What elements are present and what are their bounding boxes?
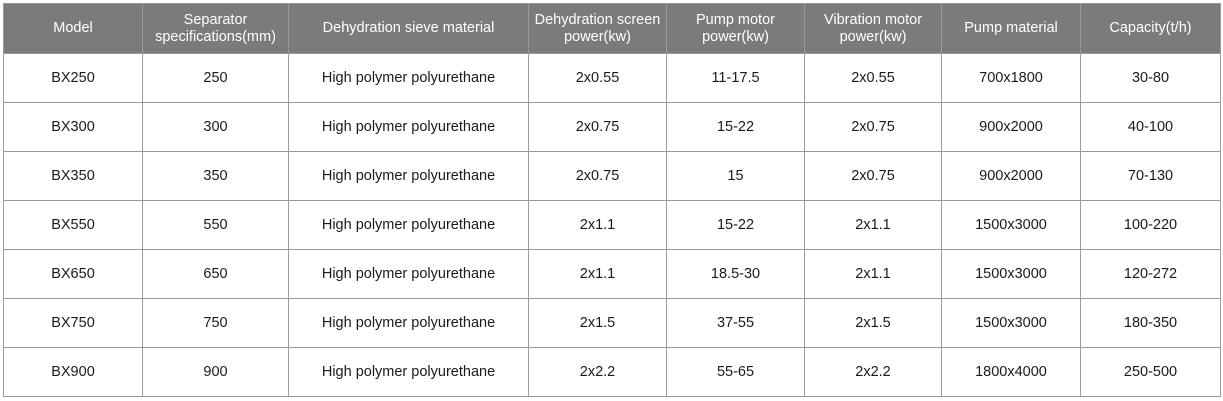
header-pump-motor-power: Pump motor power(kw) (666, 3, 805, 54)
table-row: BX350 350 High polymer polyurethane 2x0.… (3, 151, 1221, 201)
cell-screen-power: 2x0.75 (528, 102, 667, 152)
table-row: BX900 900 High polymer polyurethane 2x2.… (3, 347, 1221, 397)
cell-pump-motor-power: 55-65 (666, 347, 805, 397)
table-row: BX250 250 High polymer polyurethane 2x0.… (3, 53, 1221, 103)
cell-sieve-material: High polymer polyurethane (288, 151, 529, 201)
header-model: Model (3, 3, 143, 54)
cell-model: BX300 (3, 102, 143, 152)
table-row: BX750 750 High polymer polyurethane 2x1.… (3, 298, 1221, 348)
cell-capacity: 120-272 (1080, 249, 1221, 299)
header-row: Model Separator specifications(mm) Dehyd… (3, 3, 1221, 54)
cell-separator-specifications: 250 (142, 53, 289, 103)
header-dehydration-screen-power: Dehydration screen power(kw) (528, 3, 667, 54)
table-row: BX550 550 High polymer polyurethane 2x1.… (3, 200, 1221, 250)
cell-pump-material: 1500x3000 (941, 298, 1081, 348)
cell-pump-motor-power: 15 (666, 151, 805, 201)
cell-vibration-motor-power: 2x1.1 (804, 249, 942, 299)
cell-model: BX650 (3, 249, 143, 299)
cell-screen-power: 2x2.2 (528, 347, 667, 397)
cell-pump-material: 900x2000 (941, 102, 1081, 152)
cell-separator-specifications: 300 (142, 102, 289, 152)
header-separator-specifications: Separator specifications(mm) (142, 3, 289, 54)
cell-vibration-motor-power: 2x0.55 (804, 53, 942, 103)
spec-table: Model Separator specifications(mm) Dehyd… (3, 3, 1221, 397)
cell-pump-motor-power: 15-22 (666, 200, 805, 250)
header-vibration-motor-power: Vibration motor power(kw) (804, 3, 942, 54)
cell-separator-specifications: 650 (142, 249, 289, 299)
cell-vibration-motor-power: 2x0.75 (804, 102, 942, 152)
cell-screen-power: 2x1.1 (528, 200, 667, 250)
header-dehydration-sieve-material: Dehydration sieve material (288, 3, 529, 54)
cell-screen-power: 2x0.75 (528, 151, 667, 201)
cell-pump-motor-power: 18.5-30 (666, 249, 805, 299)
cell-separator-specifications: 900 (142, 347, 289, 397)
cell-capacity: 250-500 (1080, 347, 1221, 397)
cell-sieve-material: High polymer polyurethane (288, 102, 529, 152)
cell-pump-material: 1800x4000 (941, 347, 1081, 397)
cell-separator-specifications: 750 (142, 298, 289, 348)
cell-capacity: 70-130 (1080, 151, 1221, 201)
cell-capacity: 100-220 (1080, 200, 1221, 250)
cell-vibration-motor-power: 2x1.5 (804, 298, 942, 348)
cell-sieve-material: High polymer polyurethane (288, 200, 529, 250)
cell-sieve-material: High polymer polyurethane (288, 53, 529, 103)
cell-sieve-material: High polymer polyurethane (288, 347, 529, 397)
cell-pump-material: 1500x3000 (941, 200, 1081, 250)
cell-pump-material: 1500x3000 (941, 249, 1081, 299)
cell-capacity: 180-350 (1080, 298, 1221, 348)
header-pump-material: Pump material (941, 3, 1081, 54)
table-row: BX300 300 High polymer polyurethane 2x0.… (3, 102, 1221, 152)
cell-screen-power: 2x1.5 (528, 298, 667, 348)
table-row: BX650 650 High polymer polyurethane 2x1.… (3, 249, 1221, 299)
cell-model: BX550 (3, 200, 143, 250)
table-body: BX250 250 High polymer polyurethane 2x0.… (3, 53, 1221, 397)
cell-pump-material: 700x1800 (941, 53, 1081, 103)
cell-sieve-material: High polymer polyurethane (288, 249, 529, 299)
cell-screen-power: 2x0.55 (528, 53, 667, 103)
cell-pump-motor-power: 37-55 (666, 298, 805, 348)
cell-screen-power: 2x1.1 (528, 249, 667, 299)
cell-capacity: 40-100 (1080, 102, 1221, 152)
cell-pump-material: 900x2000 (941, 151, 1081, 201)
cell-model: BX350 (3, 151, 143, 201)
cell-model: BX250 (3, 53, 143, 103)
cell-model: BX900 (3, 347, 143, 397)
cell-vibration-motor-power: 2x2.2 (804, 347, 942, 397)
cell-pump-motor-power: 15-22 (666, 102, 805, 152)
cell-sieve-material: High polymer polyurethane (288, 298, 529, 348)
table-header: Model Separator specifications(mm) Dehyd… (3, 3, 1221, 54)
cell-vibration-motor-power: 2x0.75 (804, 151, 942, 201)
header-capacity: Capacity(t/h) (1080, 3, 1221, 54)
cell-separator-specifications: 350 (142, 151, 289, 201)
cell-pump-motor-power: 11-17.5 (666, 53, 805, 103)
cell-separator-specifications: 550 (142, 200, 289, 250)
cell-vibration-motor-power: 2x1.1 (804, 200, 942, 250)
cell-model: BX750 (3, 298, 143, 348)
cell-capacity: 30-80 (1080, 53, 1221, 103)
